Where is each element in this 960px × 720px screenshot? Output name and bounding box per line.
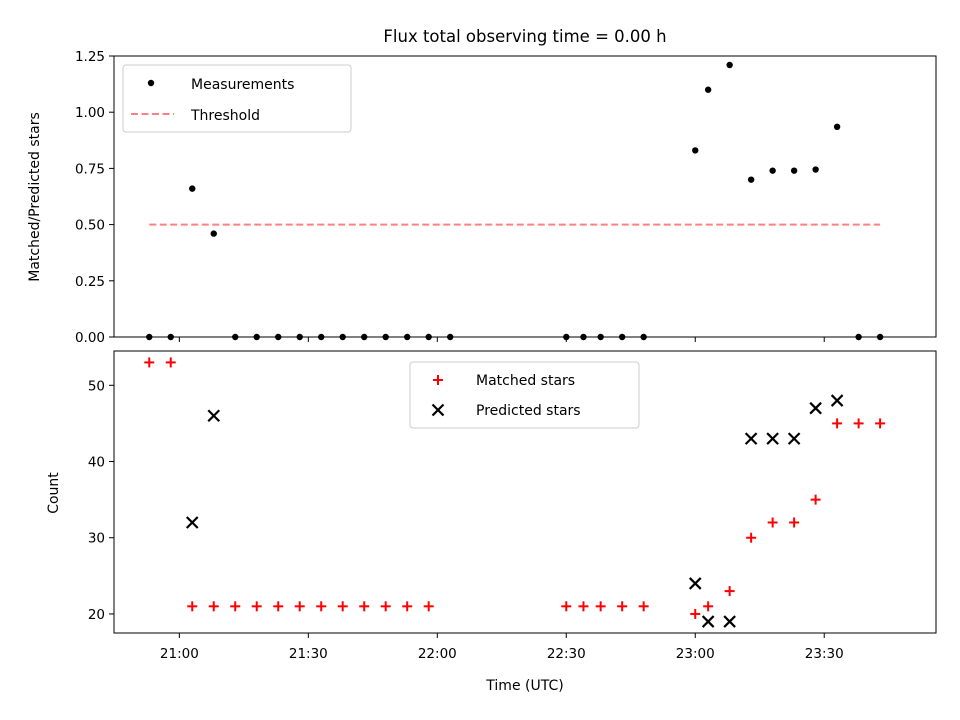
matched-star-point-10	[359, 601, 370, 612]
matched-star-point-27	[853, 418, 864, 429]
top-axes-frame	[113, 55, 937, 338]
bottom-legend: Matched stars Predicted stars	[409, 361, 640, 429]
matched-star-point-22	[746, 532, 757, 543]
bottom-y-tick-label-3: 50	[88, 378, 105, 394]
legend-measurements-label: Measurements	[191, 77, 294, 93]
top-y-tick-label-1: 0.25	[75, 274, 105, 290]
matched-star-point-21	[724, 586, 735, 597]
predicted-star-point-1	[207, 409, 221, 423]
matched-star-point-8	[316, 601, 327, 612]
legend-predicted-label: Predicted stars	[476, 403, 581, 419]
top-plot-area: 0.00 0.25 0.50 0.75 1.00 1.25 Measurements Thre…	[75, 49, 937, 346]
predicted-star-point-2-b	[688, 577, 702, 590]
bottom-plot-area: 20 30 40 50 21:00 21:30 22:00 22:30 23:00 23:30 Ma…	[88, 350, 937, 662]
matched-star-point-12	[402, 601, 413, 612]
bottom-y-axis-label: Count	[46, 472, 62, 514]
measurement-point-26	[812, 166, 819, 173]
predicted-star-point-6-b	[766, 432, 779, 445]
matched-star-point-7	[294, 601, 305, 612]
predicted-star-point-0-b	[185, 516, 199, 529]
measurement-point-21	[704, 86, 712, 93]
legend-matched-label: Matched stars	[476, 373, 575, 389]
predicted-star-point-5	[744, 432, 758, 445]
matched-star-point-28	[875, 418, 886, 429]
legend-predicted-marker	[431, 403, 445, 417]
matched-star-point-16	[595, 601, 606, 612]
predicted-star-point-5-b	[744, 432, 758, 445]
top-y-tick-label-0: 0.00	[75, 330, 105, 346]
matched-star-point-6	[273, 601, 284, 612]
predicted-star-point-3-b	[701, 615, 715, 628]
matched-star-point-15	[578, 601, 589, 612]
x-axis-label: Time (UTC)	[485, 678, 563, 694]
predicted-star-point-7	[787, 432, 801, 445]
matched-star-point-11	[380, 601, 391, 612]
predicted-star-point-6	[766, 432, 779, 445]
matched-star-point-5	[251, 601, 262, 612]
matched-star-point-17	[617, 601, 628, 612]
top-y-tick-label-4: 1.00	[75, 105, 105, 121]
measurement-point-20	[692, 147, 699, 154]
x-tick-label-5: 23:30	[805, 646, 844, 662]
matched-star-point-4	[230, 601, 241, 612]
matched-star-point-18	[638, 601, 649, 612]
measurement-point-25	[790, 167, 798, 174]
predicted-star-point-1-b	[207, 409, 221, 423]
bottom-y-tick-label-0: 20	[88, 607, 105, 623]
legend-threshold-label: Threshold	[190, 108, 260, 124]
matched-star-point-23	[767, 517, 778, 528]
predicted-star-point-4-b	[723, 615, 736, 628]
x-tick-label-4: 23:00	[676, 646, 715, 662]
predicted-star-point-4	[723, 615, 736, 628]
measurement-point-23	[747, 176, 755, 183]
top-y-tick-label-2: 0.50	[75, 218, 105, 234]
matched-star-point-20	[703, 601, 714, 612]
predicted-star-point-9	[830, 394, 844, 407]
top-chart-title: Flux total observing time = 0.00 h	[383, 27, 666, 46]
predicted-star-point-2	[688, 577, 702, 590]
x-tick-label-2: 22:00	[418, 646, 457, 662]
predicted-star-point-8	[809, 401, 822, 415]
measurement-point-22	[726, 61, 733, 69]
matched-star-point-13	[423, 601, 434, 612]
matched-star-point-0	[144, 357, 155, 368]
x-tick-label-1: 21:30	[289, 646, 328, 662]
matched-star-point-2	[187, 601, 198, 612]
predicted-star-point-3	[701, 615, 715, 628]
predicted-star-point-9-b	[830, 394, 844, 407]
matched-star-point-24	[789, 517, 800, 528]
matched-star-point-26	[832, 418, 843, 429]
bottom-axes-frame	[113, 350, 937, 634]
measurement-point-2	[189, 185, 196, 192]
predicted-star-point-0	[185, 516, 199, 529]
legend-matched-marker	[433, 375, 443, 385]
matched-star-point-3	[208, 601, 219, 612]
x-tick-label-3: 22:30	[547, 646, 586, 662]
predicted-star-point-7-b	[787, 432, 801, 445]
matched-star-point-19	[690, 608, 701, 619]
top-legend: Measurements Threshold	[122, 64, 352, 133]
x-tick-label-0: 21:00	[160, 646, 199, 662]
top-y-tick-label-3: 0.75	[75, 161, 105, 177]
top-y-tick-label-5: 1.25	[75, 49, 105, 65]
matched-star-point-1	[165, 357, 176, 368]
matched-star-point-14	[561, 601, 572, 612]
top-legend-box	[122, 64, 352, 133]
bottom-y-tick-label-2: 40	[88, 455, 105, 471]
matched-star-point-25	[810, 494, 821, 505]
measurement-point-27	[833, 123, 841, 131]
bottom-legend-box	[409, 361, 640, 429]
measurement-point-3	[210, 230, 217, 237]
legend-measurements-marker	[147, 79, 155, 87]
matched-star-point-9	[337, 601, 348, 612]
legend-predicted-marker-b	[431, 403, 445, 417]
top-y-axis-label: Matched/Predicted stars	[27, 112, 43, 282]
predicted-star-point-8-b	[809, 401, 822, 415]
bottom-y-tick-label-1: 30	[88, 531, 105, 547]
measurement-point-24	[769, 167, 776, 174]
